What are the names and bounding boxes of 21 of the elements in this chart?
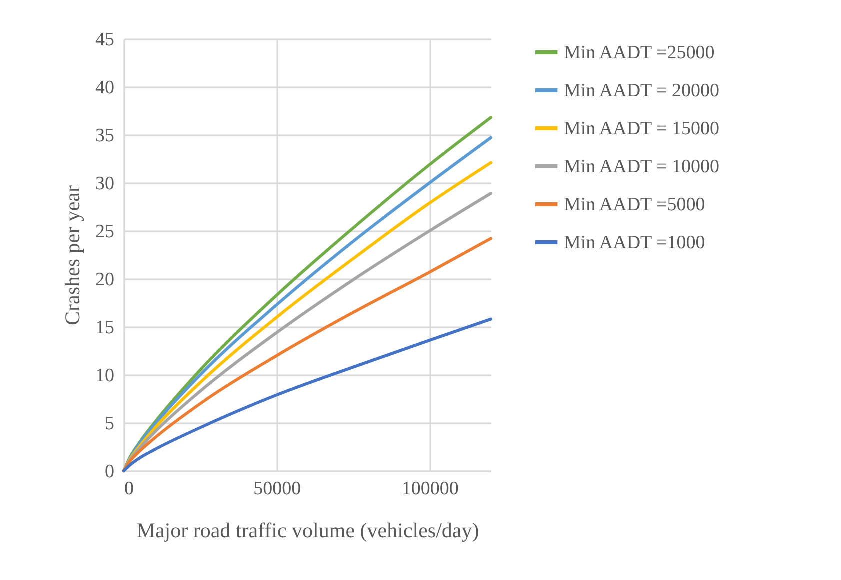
y-tick-label: 45 [96, 30, 114, 50]
y-tick-label: 20 [96, 270, 114, 290]
y-tick-label: 35 [96, 126, 114, 146]
y-tick-label: 0 [105, 462, 114, 482]
legend-label: Min AADT =5000 [564, 194, 706, 216]
legend-label: Min AADT = 15000 [564, 118, 720, 140]
legend-label: Min AADT =25000 [564, 42, 715, 64]
legend-label: Min AADT = 10000 [564, 156, 720, 178]
x-tick-label: 0 [124, 478, 134, 500]
y-tick-label: 30 [96, 174, 114, 194]
x-tick-label: 50000 [254, 478, 302, 500]
legend-label: Min AADT = 20000 [564, 80, 720, 102]
y-tick-label: 5 [105, 414, 114, 434]
y-tick-label: 15 [96, 318, 114, 338]
legend-label: Min AADT =1000 [564, 232, 706, 254]
y-tick-label: 10 [96, 366, 114, 386]
x-tick-label: 100000 [402, 478, 459, 500]
y-tick-label: 40 [96, 78, 114, 98]
x-axis-title: Major road traffic volume (vehicles/day) [136, 518, 480, 542]
y-tick-label: 25 [96, 222, 114, 242]
y-axis-title: Crashes per year [60, 186, 84, 326]
